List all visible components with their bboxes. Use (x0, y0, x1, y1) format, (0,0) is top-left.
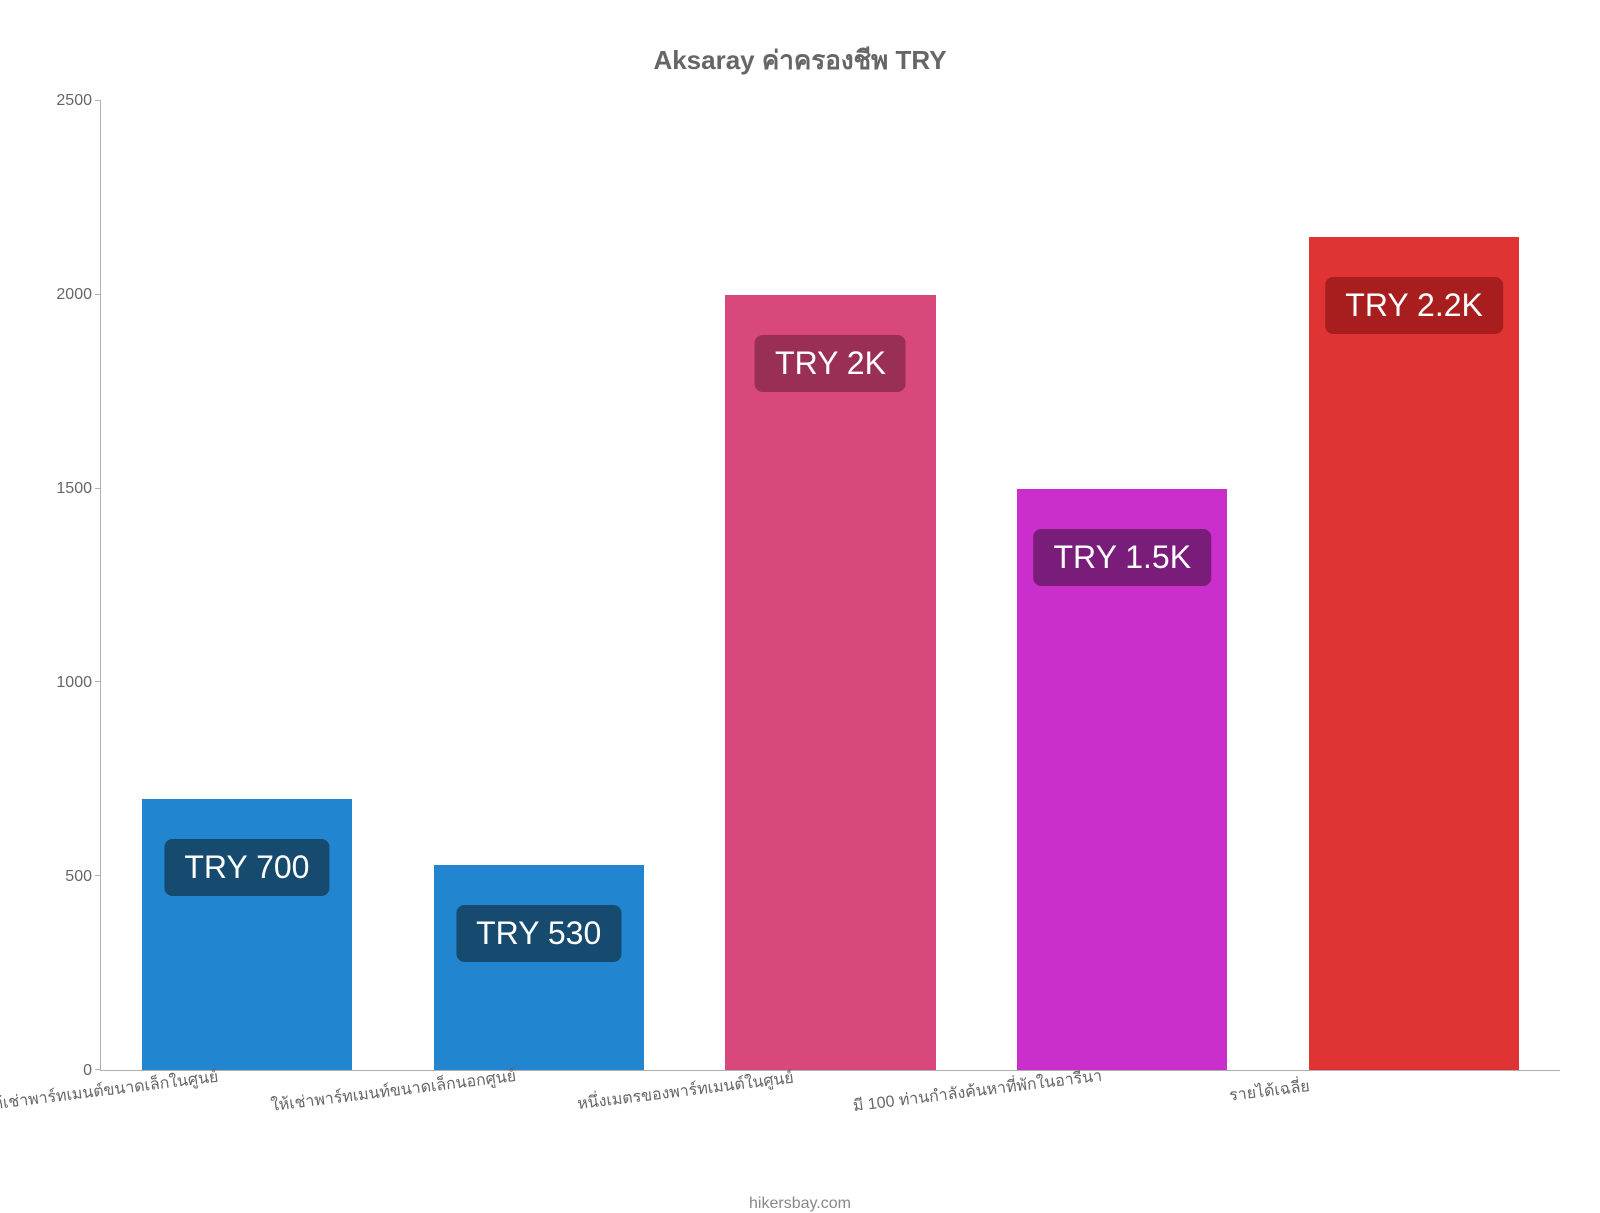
chart-area: 05001000150020002500 TRY 700TRY 530TRY 2… (40, 101, 1560, 1071)
y-tick-mark (95, 100, 101, 101)
bar: TRY 530 (434, 865, 644, 1070)
x-axis-label: ให้เช่าพาร์ทเมนท์ขนาดเล็กนอกศูนย์ (270, 1064, 518, 1119)
x-axis-label: ให้เช่าพาร์ทเมนต์ขนาดเล็กในศูนย์ (0, 1065, 220, 1118)
bar: TRY 700 (142, 799, 352, 1070)
credit-text: hikersbay.com (40, 1195, 1560, 1213)
x-axis-label: หนึ่งเมตรของพาร์ทเมนต์ในศูนย์ (576, 1066, 795, 1117)
y-tick-mark (95, 681, 101, 682)
value-badge: TRY 2.2K (1325, 277, 1503, 334)
bar-slot: TRY 2K (685, 101, 977, 1070)
bar-slot: TRY 530 (393, 101, 685, 1070)
bar: TRY 2K (725, 295, 935, 1070)
value-badge: TRY 2K (755, 335, 906, 392)
y-tick-label: 2500 (56, 92, 92, 110)
y-tick-label: 1000 (56, 674, 92, 692)
x-label-slot: รายได้เฉลี่ย (1268, 1079, 1560, 1149)
y-tick-label: 1500 (56, 480, 92, 498)
y-tick-mark (95, 488, 101, 489)
x-axis-labels: ให้เช่าพาร์ทเมนต์ขนาดเล็กในศูนย์ให้เช่าพ… (100, 1079, 1560, 1149)
x-label-slot: มี 100 ท่านกำลังค้นหาที่พักในอารีนา (976, 1079, 1268, 1149)
bar-slot: TRY 2.2K (1268, 101, 1560, 1070)
y-axis: 05001000150020002500 (40, 101, 100, 1071)
y-tick-label: 2000 (56, 286, 92, 304)
bar: TRY 1.5K (1017, 489, 1227, 1070)
bar-slot: TRY 1.5K (976, 101, 1268, 1070)
y-tick-mark (95, 1069, 101, 1070)
y-tick-label: 0 (83, 1062, 92, 1080)
bars-container: TRY 700 TRY 530 TRY 2K TRY 1.5K TRY 2.2K (101, 101, 1560, 1070)
y-tick-label: 500 (65, 868, 92, 886)
value-badge: TRY 530 (456, 905, 621, 962)
x-axis-label: มี 100 ท่านกำลังค้นหาที่พักในอารีนา (852, 1064, 1104, 1119)
plot-area: TRY 700 TRY 530 TRY 2K TRY 1.5K TRY 2.2K (100, 101, 1560, 1071)
y-tick-mark (95, 294, 101, 295)
bar-slot: TRY 700 (101, 101, 393, 1070)
chart-title: Aksaray ค่าครองชีพ TRY (40, 40, 1560, 81)
value-badge: TRY 700 (164, 839, 329, 896)
y-tick-mark (95, 875, 101, 876)
bar: TRY 2.2K (1309, 237, 1519, 1070)
value-badge: TRY 1.5K (1034, 529, 1212, 586)
